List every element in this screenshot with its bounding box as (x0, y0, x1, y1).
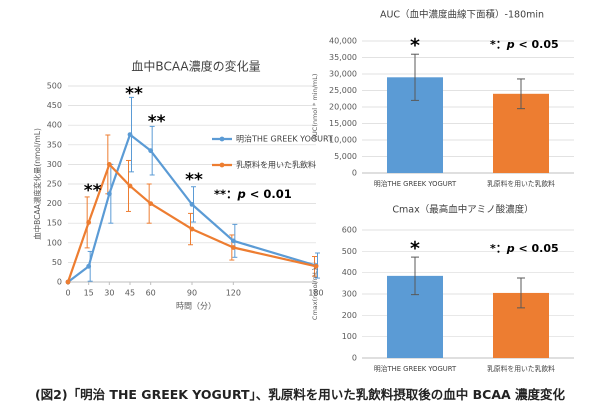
line-chart-xtick-label: 45 (125, 289, 135, 298)
auc-chart-ytick-label: 0 (352, 169, 357, 178)
cmax-chart-ylabel: Cmax(nmol/mL) (311, 268, 319, 320)
cmax-chart-ytick-label: 100 (342, 332, 357, 341)
line-chart-xtick-label: 30 (104, 289, 114, 298)
line-chart-ytick-label: 400 (47, 121, 62, 130)
line-chart-xtick-label: 60 (146, 289, 156, 298)
line-chart-ytick-label: 450 (47, 101, 62, 110)
line-chart-data-point (230, 245, 236, 250)
cmax-chart-ytick-label: 400 (342, 268, 357, 277)
cmax-chart-significance-note-prefix: *： (490, 242, 507, 255)
cmax-chart-title: Cmax（最高血中アミノ酸濃度） (392, 204, 533, 216)
cmax-chart-category-label: 乳原料を用いた乳飲料 (487, 364, 555, 373)
line-chart-significance-note: **：p < 0.01 (214, 187, 292, 201)
cmax-chart-ytick-label: 300 (342, 290, 357, 299)
auc-chart-category-label: 明治THE GREEK YOGURT (374, 179, 457, 188)
line-chart-data-point (230, 238, 236, 244)
auc-chart-significance-note-rest: < 0.05 (515, 38, 559, 51)
line-chart-xtick-label: 120 (226, 289, 241, 298)
auc-chart-significance-marker: * (410, 35, 420, 57)
line-chart-data-point (148, 148, 154, 154)
line-chart-ytick-label: 0 (57, 278, 62, 287)
auc-chart-category-label: 乳原料を用いた乳飲料 (487, 179, 555, 188)
line-chart-ytick-label: 50 (52, 258, 62, 267)
line-chart-data-point (313, 263, 319, 269)
line-chart-data-point (189, 226, 195, 232)
line-chart-significance-note-p: p (237, 187, 246, 201)
line-chart-series-line (66, 163, 317, 283)
cmax-chart-significance-note-rest: < 0.05 (515, 242, 559, 255)
line-chart-legend-label: 明治THE GREEK YOGURT (236, 134, 333, 144)
line-chart-ytick-label: 350 (47, 140, 62, 149)
line-chart-ytick-label: 300 (47, 160, 62, 169)
figure-caption: (図2)「明治 THE GREEK YOGURT」、乳原料を用いた乳飲料摂取後の… (34, 387, 566, 402)
auc-chart-ytick-label: 30,000 (329, 70, 357, 79)
line-chart-data-point (86, 220, 92, 225)
auc-chart-significance-note: *：p < 0.05 (490, 38, 559, 51)
line-chart-data-point (127, 132, 133, 138)
cmax-chart-ytick-label: 200 (342, 311, 357, 320)
auc-chart-ytick-label: 40,000 (329, 37, 357, 46)
line-chart-legend-marker (219, 136, 225, 142)
line-chart-ytick-label: 500 (47, 82, 62, 91)
line-chart-significance-marker: ** (84, 181, 102, 201)
line-chart-ytick-label: 150 (47, 219, 62, 228)
auc-chart-significance-note-prefix: *： (490, 38, 507, 51)
line-chart-significance-note-prefix: **： (214, 187, 238, 201)
line-chart-significance-marker: ** (125, 84, 143, 104)
cmax-chart-ytick-label: 600 (342, 226, 357, 235)
cmax-chart-ytick-label: 0 (352, 354, 357, 363)
line-chart-significance-marker: ** (185, 170, 203, 190)
auc-chart-ytick-label: 25,000 (329, 86, 357, 95)
line-chart-ylabel: 血中BCAA濃度変化量(nmol/mL) (32, 128, 42, 240)
auc-chart-ytick-label: 20,000 (329, 103, 357, 112)
line-chart-xtick-label: 15 (84, 289, 94, 298)
line-chart-legend-label: 乳原料を用いた乳飲料 (236, 160, 316, 170)
cmax-chart-significance-note: *：p < 0.05 (490, 242, 559, 255)
auc-chart-significance-note-p: p (506, 38, 515, 51)
line-chart-xtick-label: 0 (65, 289, 70, 298)
auc-chart-ylabel: AUC(nmol * min/mL) (311, 74, 319, 141)
line-chart-data-point (86, 263, 92, 269)
cmax-chart-significance-marker: * (410, 238, 420, 260)
line-chart-legend-marker (219, 162, 225, 168)
line-chart-significance-note-rest: < 0.01 (246, 187, 292, 201)
line-chart-significance-marker: ** (148, 112, 166, 132)
auc-chart-ytick-label: 10,000 (329, 136, 357, 145)
cmax-chart-ytick-label: 500 (342, 247, 357, 256)
line-chart-ytick-label: 100 (47, 238, 62, 247)
line-chart-data-point (106, 162, 112, 167)
line-chart-ytick-label: 250 (47, 180, 62, 189)
cmax-chart-category-label: 明治THE GREEK YOGURT (374, 364, 457, 373)
auc-chart-ytick-label: 15,000 (329, 119, 357, 128)
line-chart-data-point (148, 201, 154, 207)
line-chart-title: 血中BCAA濃度の変化量 (131, 59, 260, 74)
line-chart-data-point (65, 279, 71, 285)
line-chart-series-line (67, 133, 317, 283)
line-chart-data-point (127, 183, 133, 189)
auc-chart-ytick-label: 5,000 (334, 152, 357, 161)
auc-chart-title: AUC（血中濃度曲線下面積）-180min (380, 9, 544, 21)
cmax-chart-significance-note-p: p (506, 242, 515, 255)
line-chart-xtick-label: 180 (308, 289, 323, 298)
line-chart-data-point (189, 201, 195, 207)
line-chart-xtick-label: 90 (187, 289, 197, 298)
line-chart-xlabel: 時間（分） (176, 302, 216, 311)
line-chart-data-point (106, 191, 112, 197)
line-chart-ytick-label: 200 (47, 199, 62, 208)
auc-chart-ytick-label: 35,000 (329, 53, 357, 62)
